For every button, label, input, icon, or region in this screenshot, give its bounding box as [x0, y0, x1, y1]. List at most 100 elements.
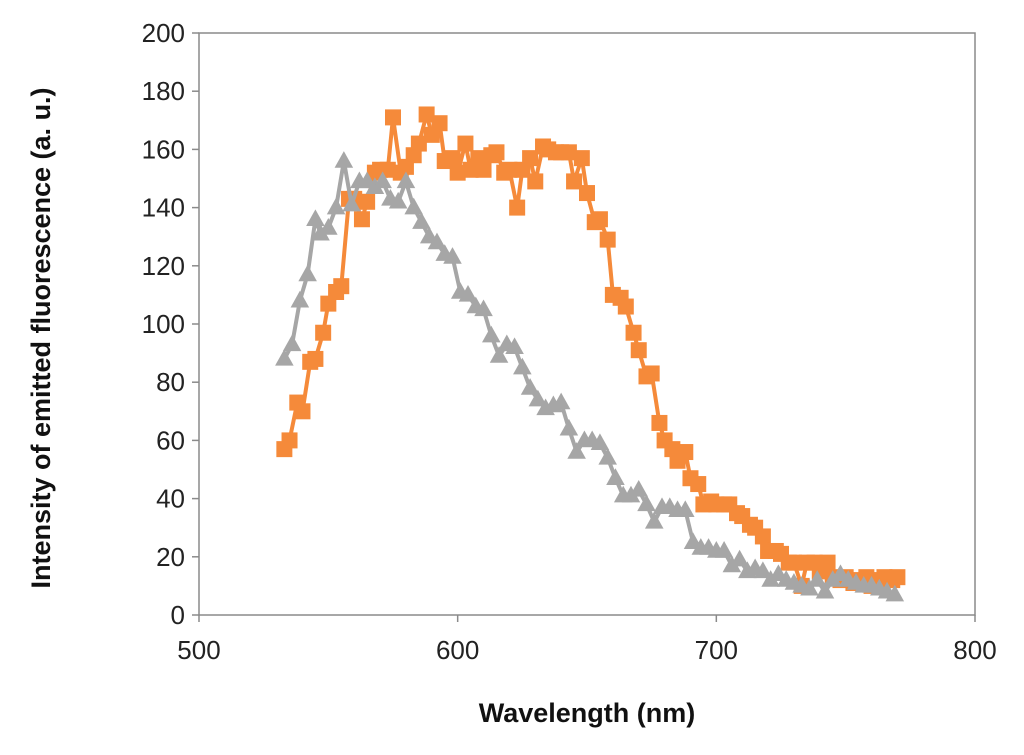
- data-point-triangle: [326, 197, 346, 215]
- y-tick-label: 80: [156, 367, 185, 397]
- data-point-square: [566, 173, 583, 190]
- data-point-triangle: [474, 299, 493, 317]
- data-point-square: [643, 365, 660, 382]
- data-point-triangle: [551, 392, 571, 410]
- data-point-square: [418, 106, 435, 123]
- data-point-triangle: [290, 290, 310, 308]
- data-point-triangle: [559, 418, 579, 436]
- y-tick-label: 120: [142, 251, 185, 281]
- x-axis-title: Wavelength (nm): [479, 698, 696, 728]
- data-point-triangle: [443, 247, 462, 264]
- data-point-triangle: [629, 479, 649, 497]
- data-point-square: [353, 211, 370, 228]
- data-point-square: [294, 403, 311, 420]
- data-point-triangle: [807, 570, 827, 587]
- y-tick-label: 20: [156, 542, 185, 572]
- data-point-triangle: [676, 500, 695, 517]
- y-tick-label: 60: [156, 425, 185, 455]
- data-point-square: [501, 161, 518, 178]
- gray-triangle-series: [275, 151, 905, 602]
- data-point-square: [385, 109, 401, 126]
- data-point-triangle: [714, 541, 734, 558]
- data-point-square: [475, 161, 492, 178]
- data-point-triangle: [298, 264, 317, 282]
- data-point-square: [281, 432, 298, 449]
- data-point-triangle: [598, 447, 617, 465]
- data-point-square: [307, 350, 324, 367]
- data-point-square: [630, 342, 647, 359]
- data-point-triangle: [282, 334, 302, 352]
- data-point-triangle: [520, 378, 540, 395]
- data-point-square: [527, 173, 544, 190]
- data-point-triangle: [489, 346, 509, 363]
- data-point-triangle: [606, 468, 625, 485]
- data-point-triangle: [730, 549, 749, 567]
- data-point-triangle: [800, 578, 819, 596]
- data-point-square: [444, 150, 461, 167]
- series-layer: [275, 106, 906, 602]
- data-point-square: [651, 414, 668, 431]
- data-point-triangle: [885, 584, 905, 602]
- data-point-square: [579, 185, 595, 202]
- data-point-square: [625, 324, 642, 341]
- data-point-square: [754, 528, 771, 545]
- data-point-triangle: [388, 191, 408, 209]
- x-tick-label: 500: [177, 635, 220, 665]
- data-point-triangle: [275, 349, 294, 366]
- y-tick-label: 180: [142, 76, 185, 106]
- data-point-triangle: [412, 212, 431, 229]
- data-point-square: [359, 193, 376, 210]
- data-point-triangle: [342, 194, 361, 212]
- data-point-square: [410, 135, 427, 152]
- x-tick-label: 800: [953, 635, 996, 665]
- data-point-square: [785, 554, 802, 571]
- data-point-square: [617, 298, 634, 315]
- data-point-square: [333, 278, 350, 295]
- data-point-triangle: [567, 442, 586, 459]
- data-point-triangle: [306, 209, 325, 226]
- data-point-triangle: [513, 357, 532, 375]
- data-point-triangle: [637, 494, 656, 512]
- data-point-square: [457, 135, 474, 152]
- data-point-triangle: [505, 337, 524, 354]
- data-point-square: [522, 150, 539, 167]
- data-point-square: [599, 231, 616, 248]
- data-point-triangle: [590, 433, 610, 451]
- data-point-triangle: [319, 218, 338, 235]
- data-point-triangle: [373, 171, 392, 189]
- x-tick-label: 700: [695, 635, 738, 665]
- data-point-square: [488, 144, 505, 161]
- data-point-square: [889, 569, 906, 586]
- x-axis: 500 600 700 800: [177, 615, 997, 665]
- data-point-triangle: [334, 151, 354, 168]
- y-tick-label: 0: [171, 600, 185, 630]
- y-tick-label: 200: [142, 18, 185, 48]
- plot-frame: [198, 32, 976, 616]
- x-tick-label: 600: [436, 635, 479, 665]
- data-point-square: [591, 211, 608, 228]
- data-point-triangle: [396, 171, 416, 189]
- data-point-triangle: [644, 511, 664, 529]
- data-point-square: [449, 164, 466, 181]
- y-tick-label: 140: [142, 193, 185, 223]
- data-point-square: [315, 324, 332, 341]
- data-point-square: [560, 144, 577, 161]
- data-point-square: [431, 115, 448, 132]
- data-point-triangle: [427, 232, 447, 250]
- y-tick-label: 100: [142, 309, 185, 339]
- y-axis-title: Intensity of emitted fluorescence (a. u.…: [26, 87, 56, 588]
- y-tick-label: 40: [156, 484, 185, 514]
- data-point-triangle: [482, 325, 501, 343]
- y-axis: 0 20 40 60 80 100 120 140 160 180 200: [142, 18, 199, 630]
- data-point-triangle: [528, 389, 548, 407]
- data-point-triangle: [753, 561, 773, 579]
- data-point-square: [573, 150, 590, 167]
- data-point-triangle: [815, 581, 835, 599]
- data-point-square: [690, 476, 707, 493]
- data-point-square: [819, 554, 836, 571]
- data-point-triangle: [458, 284, 478, 302]
- data-point-square: [509, 199, 526, 216]
- data-point-square: [677, 444, 694, 461]
- data-point-triangle: [404, 197, 423, 215]
